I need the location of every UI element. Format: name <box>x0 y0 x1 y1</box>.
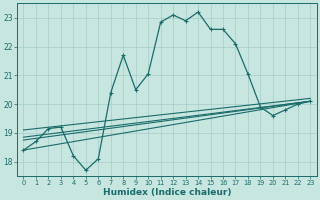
X-axis label: Humidex (Indice chaleur): Humidex (Indice chaleur) <box>103 188 231 197</box>
